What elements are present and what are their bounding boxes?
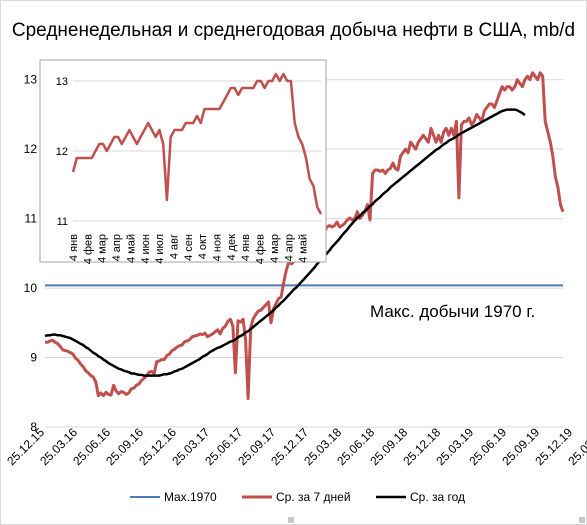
y-tick-label: 9	[30, 351, 37, 365]
inset-series-line-weekly	[71, 72, 323, 215]
inset-x-tick-label: 4 июн	[140, 234, 152, 264]
annotation-label: Макс. добычи 1970 г.	[370, 302, 535, 321]
inset-y-tick-label: 12	[56, 146, 68, 158]
y-tick-label: 11	[25, 212, 38, 226]
legend-item-weekly-label: Ср. за 7 дней	[276, 490, 351, 504]
resize-handle[interactable]	[288, 517, 294, 523]
inset-x-tick-label: 4 май	[298, 234, 310, 263]
inset-x-tick-label: 4 ноя	[212, 234, 224, 261]
y-tick-label: 8	[30, 420, 37, 434]
inset-x-tick-label: 4 сен	[183, 234, 195, 261]
resize-handle[interactable]	[579, 517, 585, 523]
y-tick-label: 12	[24, 142, 38, 156]
inset-x-tick-label: 4 фев	[82, 234, 94, 264]
legend-item-yearly-label: Ср. за год	[410, 490, 465, 504]
chart-title: Средненедельная и среднегодовая добыча н…	[11, 20, 576, 41]
inset-x-tick-label: 4 апр	[111, 234, 123, 261]
inset-x-tick-label: 4 май	[125, 234, 137, 263]
inset-y-tick-label: 11	[57, 216, 68, 228]
inset-frame	[39, 59, 327, 263]
inset-x-tick-label: 4 янв	[240, 234, 252, 261]
inset-x-tick-label: 4 апр	[283, 234, 295, 261]
inset-x-tick-label: 4 янв	[68, 234, 80, 261]
inset-x-tick-label: 4 окт	[197, 234, 209, 259]
y-tick-label: 10	[24, 281, 38, 295]
inset-x-tick-label: 4 фев	[255, 234, 267, 264]
inset-x-tick-label: 4 мар	[269, 234, 281, 263]
inset-x-tick-label: 4 дек	[226, 234, 238, 261]
inset-x-tick-label: 4 июл	[154, 234, 166, 264]
inset-x-tick-label: 4 мар	[97, 234, 109, 263]
series-line-yearly	[44, 108, 526, 377]
inset-y-tick-label: 13	[56, 76, 68, 88]
y-tick-label: 13	[24, 73, 38, 87]
inset-x-tick-label: 4 авг	[168, 234, 180, 259]
legend-item-max1970-label: Max.1970	[164, 490, 217, 504]
